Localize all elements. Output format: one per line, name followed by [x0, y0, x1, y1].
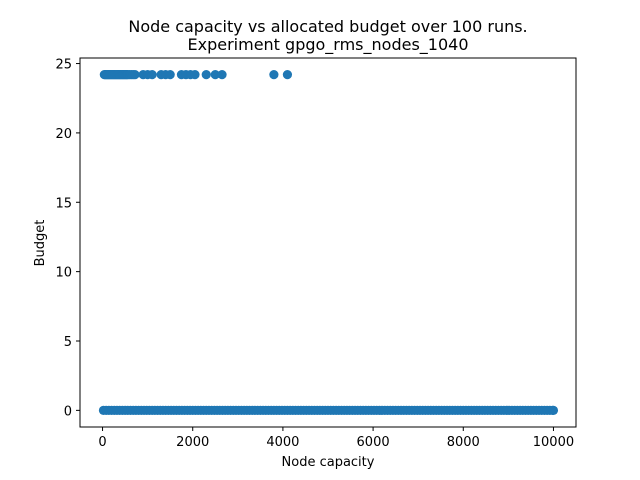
data-points — [98, 70, 559, 415]
data-point-high — [282, 70, 293, 80]
data-point-high — [165, 70, 175, 80]
y-tick-label: 10 — [55, 266, 72, 281]
y-tick-label: 5 — [64, 335, 72, 350]
y-axis-ticks: 0 5 10 15 20 25 — [55, 58, 80, 419]
y-tick-label: 25 — [55, 58, 72, 73]
x-tick-label: 10000 — [533, 435, 574, 450]
data-point-high — [217, 70, 227, 80]
data-point-high — [269, 70, 279, 80]
data-point-high — [130, 70, 140, 80]
x-tick-label: 6000 — [357, 435, 390, 450]
plot-frame — [79, 57, 577, 428]
data-point-high — [210, 70, 220, 80]
data-point-high — [201, 70, 211, 80]
x-axis-ticks: 0 2000 4000 6000 8000 10000 — [98, 427, 574, 450]
y-tick-label: 20 — [55, 127, 72, 142]
x-axis-label: Node capacity — [282, 455, 375, 470]
data-point-high — [147, 70, 157, 80]
chart-title-line1: Node capacity vs allocated budget over 1… — [128, 17, 527, 36]
x-tick-label: 8000 — [447, 435, 480, 450]
y-axis-label: Budget — [33, 220, 48, 267]
x-tick-label: 0 — [98, 435, 106, 450]
y-tick-label: 0 — [64, 404, 72, 419]
y-tick-label: 15 — [55, 196, 72, 211]
x-tick-label: 4000 — [266, 435, 299, 450]
data-point-low — [548, 405, 559, 415]
x-tick-label: 2000 — [176, 435, 209, 450]
data-point-high — [190, 70, 200, 80]
chart-title-line2: Experiment gpgo_rms_nodes_1040 — [188, 35, 469, 55]
